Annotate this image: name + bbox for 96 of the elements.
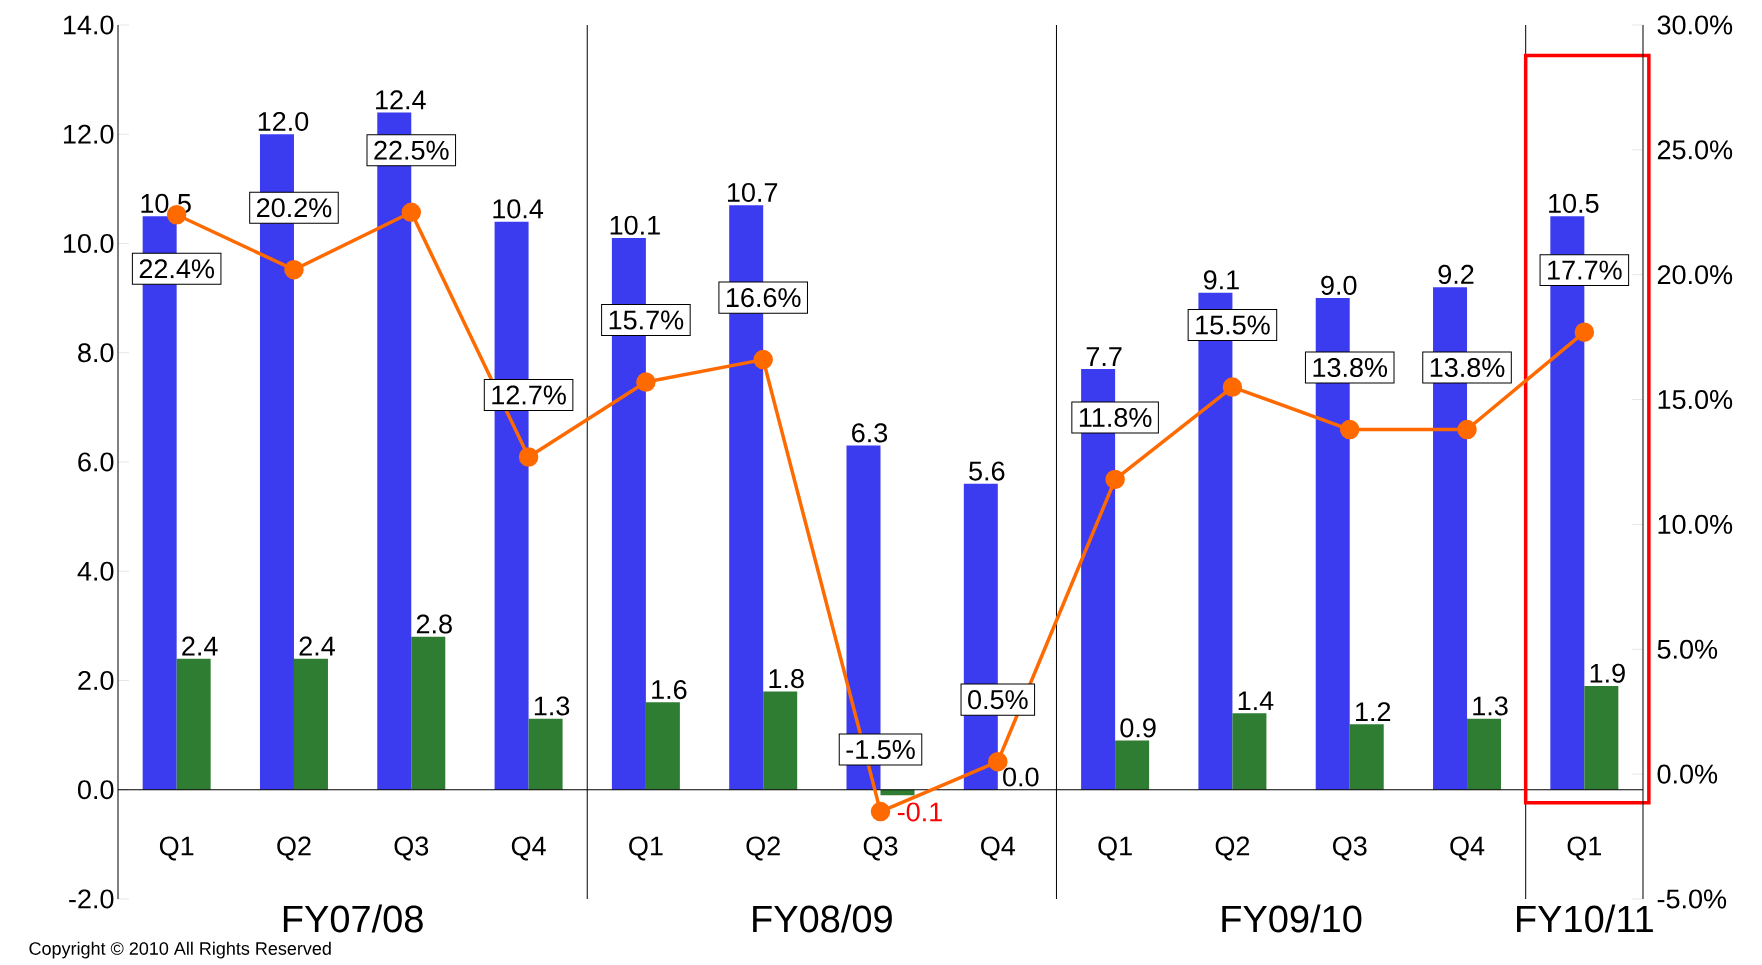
x-tick-label: Q4: [511, 836, 546, 861]
data-label: 15.5%: [1196, 315, 1270, 335]
point: [636, 372, 656, 392]
data-label: 9.1: [1203, 270, 1239, 290]
point: [870, 801, 891, 822]
text: FY09/10: [1222, 904, 1362, 933]
y2-tick-label: 15.0%: [1658, 390, 1733, 410]
data-label: 0.5%: [968, 690, 1028, 710]
data-label: 9.0: [1321, 275, 1357, 295]
bar: [176, 658, 211, 790]
data-label: 6.3: [852, 423, 888, 443]
point: [1105, 469, 1125, 490]
x-tick-label: Q1: [159, 836, 194, 861]
y2-tick-label: -5.0%: [1657, 889, 1727, 909]
bar: [645, 702, 680, 790]
data-label: 9.2: [1438, 264, 1474, 284]
data-label: -1.5%: [846, 740, 915, 760]
y-tick-label: 14.0: [63, 15, 114, 35]
data-label: 7.7: [1086, 347, 1122, 366]
y2-tick-label: 10.0%: [1658, 514, 1733, 534]
data-label: 2.8: [416, 614, 452, 634]
data-label: 11.8%: [1079, 407, 1152, 428]
data-label: 10.4: [493, 199, 544, 219]
bar: [1349, 724, 1384, 790]
bar: [1584, 685, 1619, 790]
y-tick-label: 2.0: [78, 670, 114, 691]
data-label: 5.6: [969, 461, 1005, 481]
data-label: 13.8%: [1313, 357, 1388, 378]
x-tick-label: Q1: [629, 836, 663, 861]
point: [1222, 377, 1243, 397]
bar: [1467, 718, 1502, 790]
y-tick-label: 6.0: [78, 452, 114, 472]
data-label: 0.0: [1003, 767, 1039, 787]
data-label: 1.2: [1356, 702, 1391, 721]
x-tick-label: Q1: [1098, 836, 1132, 861]
data-label: 10.5: [1549, 193, 1599, 213]
y2-tick-label: 0.0%: [1657, 764, 1718, 784]
x-tick-label: Q3: [394, 836, 429, 861]
data-label: 0.9: [1120, 718, 1156, 738]
x-tick-label: Q2: [277, 836, 311, 861]
x-tick-label: Q3: [1333, 836, 1367, 861]
data-label: 1.9: [1590, 663, 1625, 683]
data-label: -0.1: [897, 802, 942, 822]
data-label: 1.3: [1473, 696, 1508, 716]
point: [401, 202, 422, 223]
y-tick-label: 4.0: [77, 561, 114, 581]
data-label: 22.4%: [139, 259, 214, 279]
y-tick-label: 12.0: [63, 124, 114, 144]
point: [284, 259, 304, 280]
bar: [528, 718, 563, 790]
data-label: 12.7%: [492, 385, 566, 405]
data-label: 15.7%: [609, 310, 684, 330]
point: [753, 349, 773, 370]
y-tick-label: 0.0: [77, 780, 114, 800]
y2-tick-label: 25.0%: [1657, 140, 1733, 160]
point: [518, 447, 539, 467]
data-label: 1.6: [652, 680, 687, 700]
x-tick-label: Q1: [1567, 836, 1602, 861]
y2-tick-label: 5.0%: [1657, 639, 1718, 659]
data-label: 17.7%: [1548, 260, 1622, 280]
data-label: 12.0: [258, 111, 309, 132]
text: FY07/08: [283, 904, 423, 933]
data-label: 1.8: [769, 669, 804, 689]
data-label: 10.1: [610, 215, 660, 235]
x-tick-label: Q2: [1215, 836, 1250, 861]
bar: [293, 658, 328, 790]
bar: [880, 789, 915, 796]
data-label: 12.4: [376, 90, 426, 110]
text: Copyright © 2010 All Rights Reserved: [29, 941, 331, 959]
bar: [1115, 740, 1150, 790]
y2-tick-label: 30.0%: [1657, 15, 1733, 35]
x-tick-label: Q3: [863, 836, 898, 861]
point: [1339, 419, 1360, 440]
y2-tick-label: 20.0%: [1657, 265, 1733, 285]
point: [1574, 322, 1595, 342]
bar: [1232, 713, 1267, 790]
point: [1457, 419, 1477, 440]
data-label: 20.2%: [257, 198, 332, 218]
y-tick-label: 8.0: [78, 343, 114, 363]
y-tick-label: 10.0: [63, 233, 114, 254]
x-tick-label: Q4: [981, 836, 1016, 861]
data-label: 22.5%: [374, 140, 449, 160]
data-label: 10.7: [727, 182, 778, 203]
data-label: 1.3: [534, 696, 570, 716]
data-label: 2.4: [182, 636, 218, 656]
data-label: 2.4: [299, 636, 335, 656]
data-label: 13.8%: [1430, 357, 1505, 378]
y-tick-label: -2.0: [69, 889, 114, 909]
text: FY08/09: [753, 904, 892, 933]
bar: [763, 691, 798, 790]
bar: [411, 636, 446, 790]
text: FY10/11: [1517, 904, 1653, 933]
x-tick-label: Q4: [1450, 836, 1485, 861]
data-label: 16.6%: [726, 288, 801, 308]
data-label: 1.4: [1238, 691, 1274, 711]
x-tick-label: Q2: [746, 836, 780, 861]
